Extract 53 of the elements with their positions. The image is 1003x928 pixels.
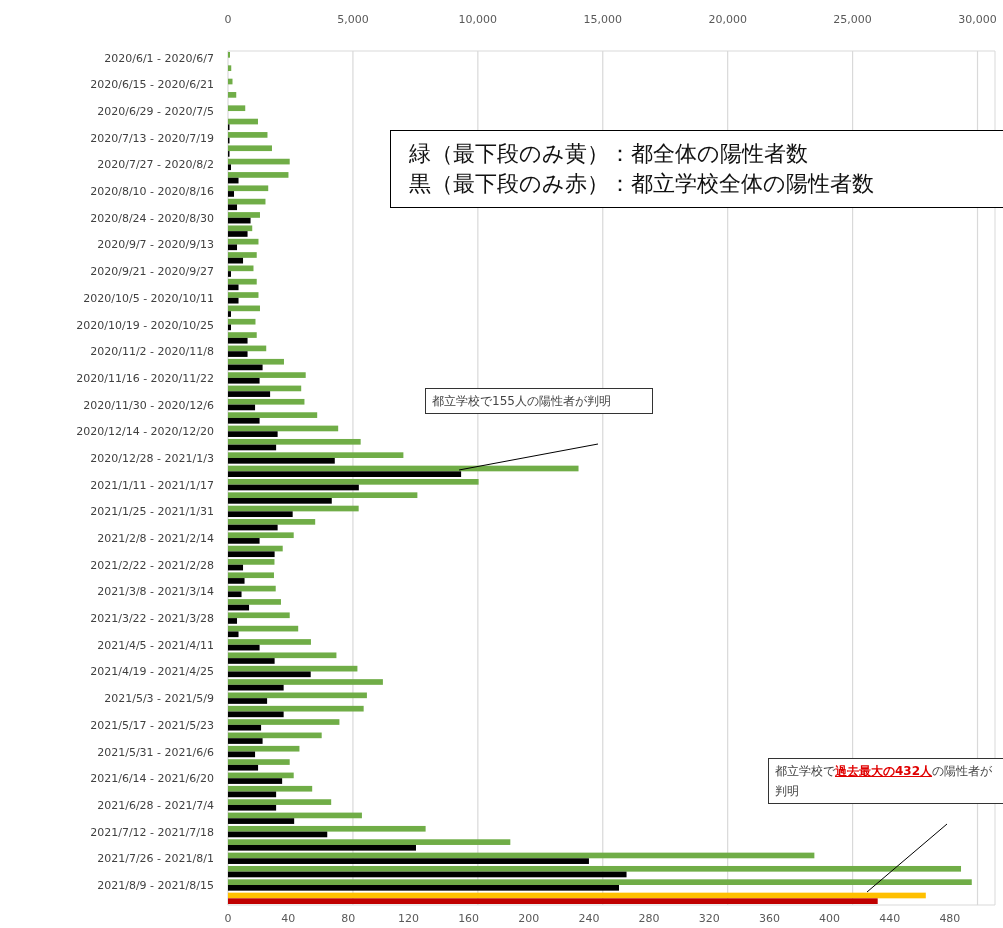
x-tick-label: 80 xyxy=(341,912,356,925)
x-tick-label: 360 xyxy=(758,912,780,925)
x-tick-label: 0 xyxy=(224,912,232,925)
y-tick-label: 2020/11/2 - 2020/11/8 xyxy=(90,345,214,359)
x-tick-label: 480 xyxy=(939,912,961,925)
y-tick-label: 2020/11/16 - 2020/11/22 xyxy=(76,371,214,385)
y-tick-label: 2021/4/19 - 2021/4/25 xyxy=(90,665,214,679)
x-tick-label: 400 xyxy=(819,912,841,925)
y-tick-label: 2020/10/5 - 2020/10/11 xyxy=(83,291,214,305)
x-tick-label: 160 xyxy=(458,912,480,925)
y-tick-label: 2021/5/17 - 2021/5/23 xyxy=(90,718,214,732)
x-tick-label: 200 xyxy=(518,912,540,925)
y-tick-label: 2020/10/19 - 2020/10/25 xyxy=(76,318,214,332)
y-tick-label: 2021/6/28 - 2021/7/4 xyxy=(97,798,214,812)
y-tick-label: 2020/8/10 - 2020/8/16 xyxy=(90,185,214,199)
y-tick-label: 2021/7/26 - 2021/8/1 xyxy=(97,852,214,866)
y-tick-label: 2021/1/11 - 2021/1/17 xyxy=(90,478,214,492)
y-tick-label: 2021/7/12 - 2021/7/18 xyxy=(90,825,214,839)
x-tick-label: 240 xyxy=(578,912,600,925)
y-tick-label: 2021/3/8 - 2021/3/14 xyxy=(97,585,214,599)
y-tick-label: 2020/7/27 - 2020/8/2 xyxy=(97,158,214,172)
x2-tick-label: 30,000 xyxy=(958,13,997,26)
y-tick-label: 2020/7/13 - 2020/7/19 xyxy=(90,131,214,145)
x-tick-label: 440 xyxy=(879,912,901,925)
y-tick-label: 2020/9/7 - 2020/9/13 xyxy=(97,238,214,252)
y-tick-label: 2020/6/1 - 2020/6/7 xyxy=(104,51,214,65)
y-tick-label: 2020/6/15 - 2020/6/21 xyxy=(90,78,214,92)
y-tick-label: 2021/5/31 - 2021/6/6 xyxy=(97,745,214,759)
y-tick-label: 2020/12/28 - 2021/1/3 xyxy=(90,451,214,465)
y-tick-label: 2021/4/5 - 2021/4/11 xyxy=(97,638,214,652)
x2-tick-label: 10,000 xyxy=(458,13,498,26)
y-tick-label: 2021/2/8 - 2021/2/14 xyxy=(97,532,214,546)
x-tick-label: 120 xyxy=(397,912,419,925)
y-tick-label: 2020/6/29 - 2020/7/5 xyxy=(97,105,214,119)
x2-tick-label: 15,000 xyxy=(583,13,623,26)
y-tick-label: 2020/8/24 - 2020/8/30 xyxy=(90,211,214,225)
y-tick-label: 2021/5/3 - 2021/5/9 xyxy=(104,692,214,706)
y-tick-label: 2020/12/14 - 2020/12/20 xyxy=(76,425,214,439)
x2-tick-label: 25,000 xyxy=(833,13,872,26)
x-tick-label: 320 xyxy=(698,912,720,925)
x2-tick-label: 5,000 xyxy=(337,13,369,26)
x-tick-label: 40 xyxy=(281,912,296,925)
y-tick-label: 2020/11/30 - 2020/12/6 xyxy=(83,398,214,412)
x-tick-label: 280 xyxy=(638,912,660,925)
y-tick-label: 2021/2/22 - 2021/2/28 xyxy=(90,558,214,572)
y-tick-label: 2021/3/22 - 2021/3/28 xyxy=(90,612,214,626)
x2-tick-label: 0 xyxy=(224,13,232,26)
y-tick-label: 2021/6/14 - 2021/6/20 xyxy=(90,772,214,786)
y-tick-label: 2021/1/25 - 2021/1/31 xyxy=(90,505,214,519)
x2-tick-label: 20,000 xyxy=(708,13,747,26)
note-box: 緑（最下段のみ黄）：都全体の陽性者数 黒（最下段のみ赤）：都立学校全体の陽性者数 xyxy=(390,130,1003,208)
y-tick-label: 2020/9/21 - 2020/9/27 xyxy=(90,265,214,279)
y-tick-label: 2021/8/9 - 2021/8/15 xyxy=(97,878,214,892)
